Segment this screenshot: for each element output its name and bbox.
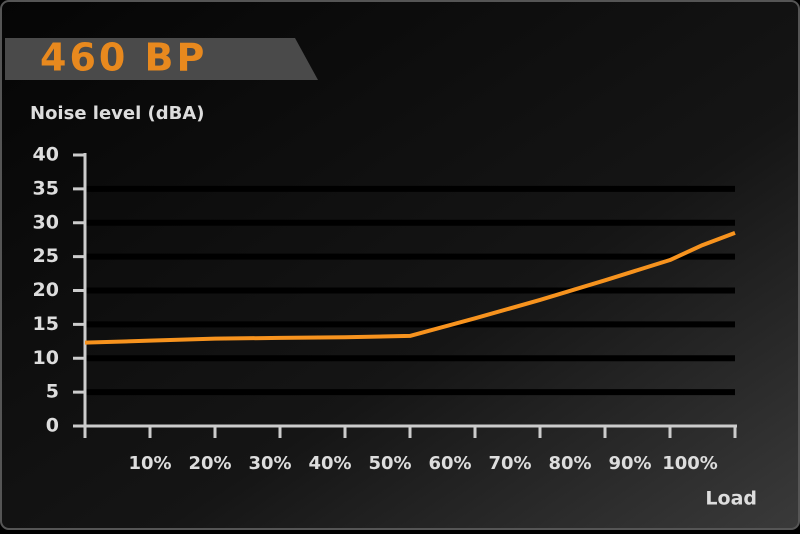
x-axis-label: Load (705, 488, 757, 510)
y-tick-label: 20 (33, 279, 59, 301)
y-tick-label: 40 (33, 144, 59, 166)
y-tick-label: 15 (33, 313, 59, 335)
line-series (84, 231, 736, 345)
chart-title: 460 BP (40, 36, 207, 80)
y-tick-label: 25 (33, 245, 59, 267)
x-tick-label: 100% (662, 453, 718, 474)
x-tick-label: 40% (308, 453, 351, 474)
x-tick-label: 20% (188, 453, 231, 474)
y-tick-label: 35 (33, 177, 59, 199)
x-tick-label: 30% (248, 453, 291, 474)
x-tick-label: 50% (368, 453, 411, 474)
x-tick-label: 70% (488, 453, 531, 474)
y-tick-label: 0 (46, 415, 59, 437)
y-tick-label: 30 (33, 211, 59, 233)
y-tick-label: 10 (33, 347, 59, 369)
x-tick-label: 10% (128, 453, 171, 474)
title-banner (5, 38, 318, 80)
x-tick-label: 60% (428, 453, 471, 474)
y-axis-label: Noise level (dBA) (30, 103, 205, 124)
x-tick-label: 80% (548, 453, 591, 474)
y-tick-label: 5 (46, 381, 59, 403)
x-tick-label: 90% (608, 453, 651, 474)
